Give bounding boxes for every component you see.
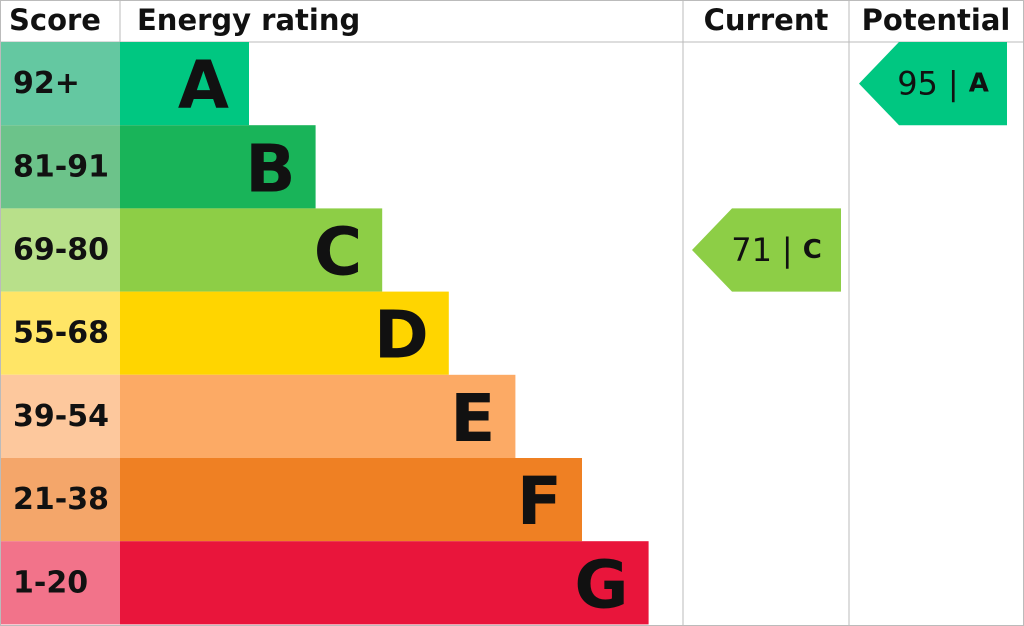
current-separator: | [782, 231, 793, 269]
band-score: 81-91 [13, 149, 109, 184]
band-bar [120, 541, 649, 625]
current-score: 71 [731, 231, 772, 269]
potential-arrow [859, 42, 1007, 126]
band-bar [120, 291, 449, 375]
band-bar [120, 208, 383, 292]
header-potential: Potential [862, 3, 1011, 37]
potential-score: 95 [897, 65, 938, 103]
score-cell [1, 42, 120, 126]
score-cell [1, 208, 120, 292]
score-cell [1, 458, 120, 542]
potential-label: 95 | A [897, 65, 989, 103]
band-score: 69-80 [13, 233, 109, 268]
current-arrow [692, 208, 841, 292]
band-bar [120, 125, 316, 209]
band-bar [120, 42, 249, 126]
band-score: 21-38 [13, 482, 109, 517]
band-letter: E [450, 380, 495, 457]
header-rating: Energy rating [137, 3, 360, 37]
header-current: Current [704, 3, 829, 37]
current-label: 71 | C [731, 231, 822, 269]
band-score: 39-54 [13, 399, 109, 434]
band-letter: A [178, 47, 229, 124]
potential-separator: | [948, 65, 959, 103]
score-cell [1, 125, 120, 209]
band-score: 55-68 [13, 316, 109, 351]
current-rating: C [803, 235, 822, 265]
score-cell [1, 291, 120, 375]
header-score: Score [9, 3, 101, 37]
band-letter: G [574, 546, 628, 623]
band-score: 92+ [13, 66, 80, 101]
potential-rating: A [969, 69, 989, 99]
band-letter: D [374, 297, 429, 374]
band-letter: C [314, 214, 362, 291]
band-letter: F [517, 463, 562, 540]
band-score: 1-20 [13, 565, 88, 600]
score-cell [1, 541, 120, 625]
band-bar [120, 458, 582, 542]
band-bar [120, 374, 516, 458]
score-cell [1, 374, 120, 458]
band-letter: B [245, 130, 295, 207]
